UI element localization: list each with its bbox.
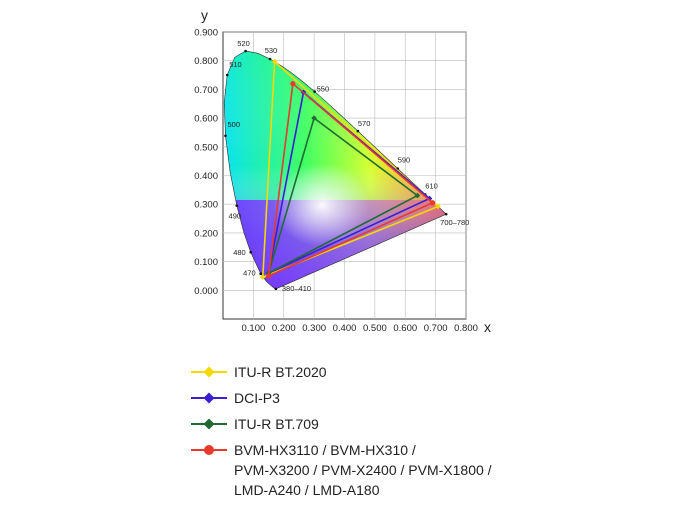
y-tick-label: 0.800 bbox=[194, 56, 218, 67]
wavelength-marker bbox=[259, 272, 262, 276]
wavelength-label: 700–780 bbox=[440, 218, 469, 227]
x-tick-label: 0.700 bbox=[424, 323, 448, 334]
wavelength-label: 470 bbox=[243, 269, 256, 278]
x-axis-title: x bbox=[484, 319, 491, 335]
y-tick-label: 0.300 bbox=[194, 200, 218, 211]
wavelength-label: 380–410 bbox=[282, 284, 311, 293]
legend-item: BVM-HX3110 / BVM-HX310 / PVM-X3200 / PVM… bbox=[190, 440, 610, 500]
gamut-vertex bbox=[271, 58, 278, 65]
gamut-vertex bbox=[259, 274, 266, 280]
x-tick-label: 0.600 bbox=[393, 323, 417, 334]
gamut-vertex bbox=[414, 192, 421, 199]
wavelength-label: 570 bbox=[358, 119, 371, 128]
y-tick-label: 0.100 bbox=[194, 257, 218, 268]
gamut-triangle-3 bbox=[267, 82, 434, 277]
wavelength-marker bbox=[249, 250, 253, 254]
legend-item: ITU-R BT.709 bbox=[190, 414, 610, 434]
gamut-triangle-2 bbox=[267, 117, 419, 274]
gamut-vertex bbox=[290, 81, 296, 87]
wavelength-label: 550 bbox=[317, 85, 330, 94]
legend-label: BVM-HX3110 / BVM-HX310 / PVM-X3200 / PVM… bbox=[234, 442, 492, 498]
gamut-triangle-0 bbox=[261, 60, 439, 278]
x-tick-label: 0.200 bbox=[272, 323, 296, 334]
legend: ITU-R BT.2020 DCI-P3 ITU-R BT.709 BVM-HX311… bbox=[190, 362, 610, 506]
y-axis-title: y bbox=[201, 7, 208, 23]
gamut-triangles bbox=[259, 58, 441, 280]
legend-item: DCI-P3 bbox=[190, 388, 610, 408]
gamut-vertex bbox=[265, 273, 272, 279]
legend-label: ITU-R BT.2020 bbox=[234, 364, 327, 380]
x-tick-label: 0.300 bbox=[302, 323, 326, 334]
x-tick-label: 0.500 bbox=[363, 323, 387, 334]
wavelength-marker bbox=[356, 129, 360, 133]
wavelength-label: 500 bbox=[227, 120, 240, 129]
wavelength-label: 510 bbox=[229, 60, 242, 69]
wavelength-marker bbox=[313, 90, 316, 93]
wavelength-label: 490 bbox=[229, 212, 242, 221]
legend-label: ITU-R BT.709 bbox=[234, 416, 319, 432]
cie-chromaticity-chart: 380–410 470 480 490 500 510 520 530 550 570 590 610… bbox=[194, 7, 491, 335]
y-tick-label: 0.400 bbox=[194, 171, 218, 182]
legend-swatch bbox=[191, 445, 227, 455]
wavelength-marker bbox=[244, 49, 247, 53]
y-tick-label: 0.000 bbox=[194, 286, 218, 297]
wavelength-label: 590 bbox=[398, 156, 411, 165]
legend-swatch bbox=[191, 392, 227, 404]
y-tick-label: 0.200 bbox=[194, 228, 218, 239]
wavelength-marker bbox=[274, 287, 278, 291]
gamut-vertex bbox=[429, 200, 436, 206]
x-tick-label: 0.800 bbox=[454, 323, 478, 334]
x-tick-label: 0.400 bbox=[333, 323, 357, 334]
wavelength-label: 480 bbox=[233, 248, 246, 257]
y-tick-label: 0.500 bbox=[194, 142, 218, 153]
y-tick-labels: 0.900 0.800 0.700 0.600 0.500 0.400 0.300 0.200… bbox=[194, 28, 218, 297]
legend-item: ITU-R BT.2020 bbox=[190, 362, 610, 382]
legend-swatch bbox=[191, 418, 227, 430]
y-tick-label: 0.700 bbox=[194, 85, 218, 96]
wavelength-marker bbox=[268, 57, 272, 61]
wavelength-marker bbox=[444, 212, 448, 216]
y-tick-label: 0.600 bbox=[194, 114, 218, 125]
x-tick-labels: 0.100 0.200 0.300 0.400 0.500 0.600 0.700 0.800 bbox=[241, 323, 477, 334]
wavelength-marker bbox=[235, 204, 239, 207]
wavelength-label: 520 bbox=[237, 39, 250, 48]
wavelength-label: 530 bbox=[265, 46, 278, 55]
wavelength-label: 610 bbox=[425, 181, 438, 190]
gamut-vertex bbox=[435, 203, 441, 210]
legend-swatch bbox=[191, 366, 227, 378]
gamut-vertex bbox=[311, 115, 317, 121]
wavelength-labels: 380–410 470 480 490 500 510 520 530 550 570 590 610… bbox=[224, 39, 469, 293]
wavelength-marker bbox=[224, 134, 227, 138]
y-tick-label: 0.900 bbox=[194, 28, 218, 39]
legend-label: DCI-P3 bbox=[234, 390, 280, 406]
x-tick-label: 0.100 bbox=[241, 323, 265, 334]
wavelength-marker bbox=[225, 73, 229, 77]
